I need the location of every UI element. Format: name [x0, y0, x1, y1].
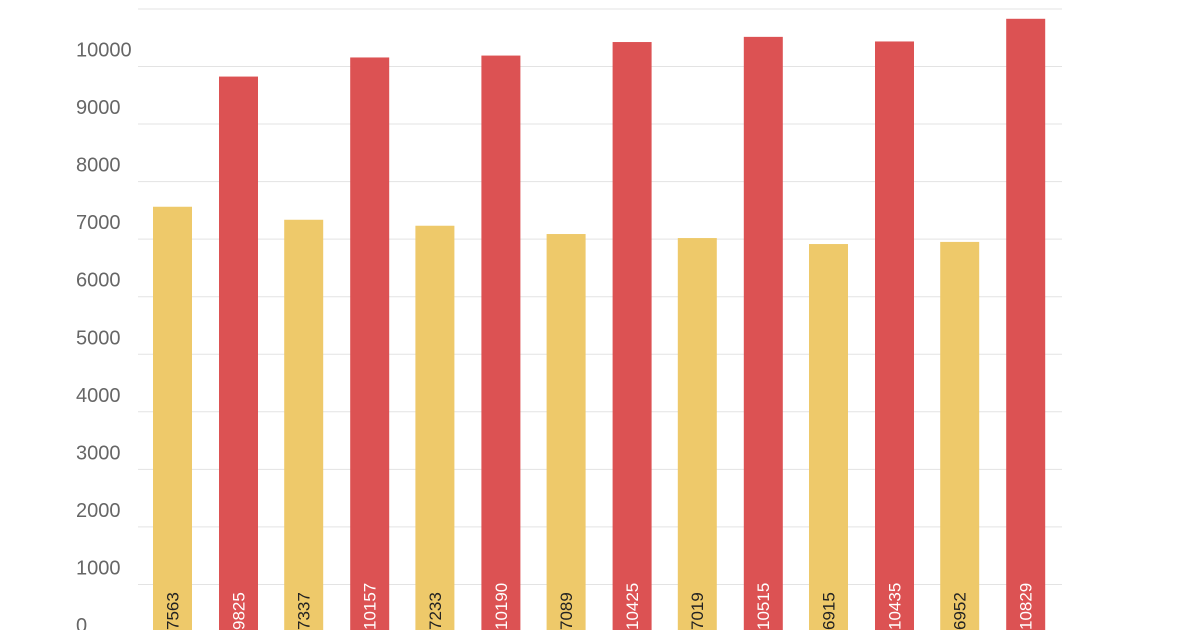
data-label-series2-1: 9825 [229, 592, 248, 630]
y-tick-label-7: 7000 [76, 212, 121, 234]
bar-series2-3 [481, 55, 521, 630]
y-tick-label-2: 2000 [76, 500, 121, 522]
bar-series2-5 [743, 36, 783, 630]
y-tick-label-6: 6000 [76, 270, 121, 292]
bar-series1-5 [677, 238, 717, 630]
data-label-series1-6: 6915 [819, 592, 838, 630]
data-label-series2-5: 10515 [754, 583, 773, 630]
y-tick-label-3: 3000 [76, 442, 121, 464]
data-label-series1-7: 6952 [951, 592, 970, 630]
y-tick-label-5: 5000 [76, 327, 121, 349]
data-label-series1-4: 7089 [557, 592, 576, 630]
bar-series2-6 [875, 41, 914, 630]
data-label-series2-3: 10190 [492, 583, 511, 630]
bar-series2-4 [612, 42, 652, 630]
bar-series1-6 [809, 244, 848, 630]
data-label-series2-7: 10829 [1017, 583, 1036, 630]
data-label-series1-5: 7019 [688, 592, 707, 630]
data-label-series1-1: 7563 [163, 592, 182, 630]
y-tick-label-1: 1000 [76, 557, 121, 579]
bar-series1-1 [153, 206, 192, 630]
y-tick-label-8: 8000 [76, 155, 121, 177]
y-tick-label-9: 9000 [76, 97, 121, 119]
bars [153, 18, 1046, 630]
data-label-series1-3: 7233 [426, 592, 445, 630]
y-tick-label-4: 4000 [76, 385, 121, 407]
y-tick-label-10: 10000 [76, 40, 132, 62]
y-tick-label-0: 0 [76, 615, 87, 630]
bar-series1-4 [546, 234, 586, 630]
data-labels: 7563 9825 7337 10157 7233 10190 7089 10425 7019 1… [163, 583, 1035, 630]
data-label-series2-2: 10157 [361, 583, 380, 630]
data-label-series1-2: 7337 [295, 592, 314, 630]
bar-series2-2 [350, 57, 390, 630]
bar-series2-1 [219, 76, 258, 630]
bar-series2-7 [1006, 18, 1046, 630]
data-label-series2-4: 10425 [623, 583, 642, 630]
data-label-series2-6: 10435 [885, 583, 904, 630]
bar-series1-3 [415, 225, 455, 630]
y-tick-label-11: 11000 [76, 0, 130, 4]
bar-series1-7 [940, 241, 980, 630]
bar-series1-2 [284, 219, 324, 630]
